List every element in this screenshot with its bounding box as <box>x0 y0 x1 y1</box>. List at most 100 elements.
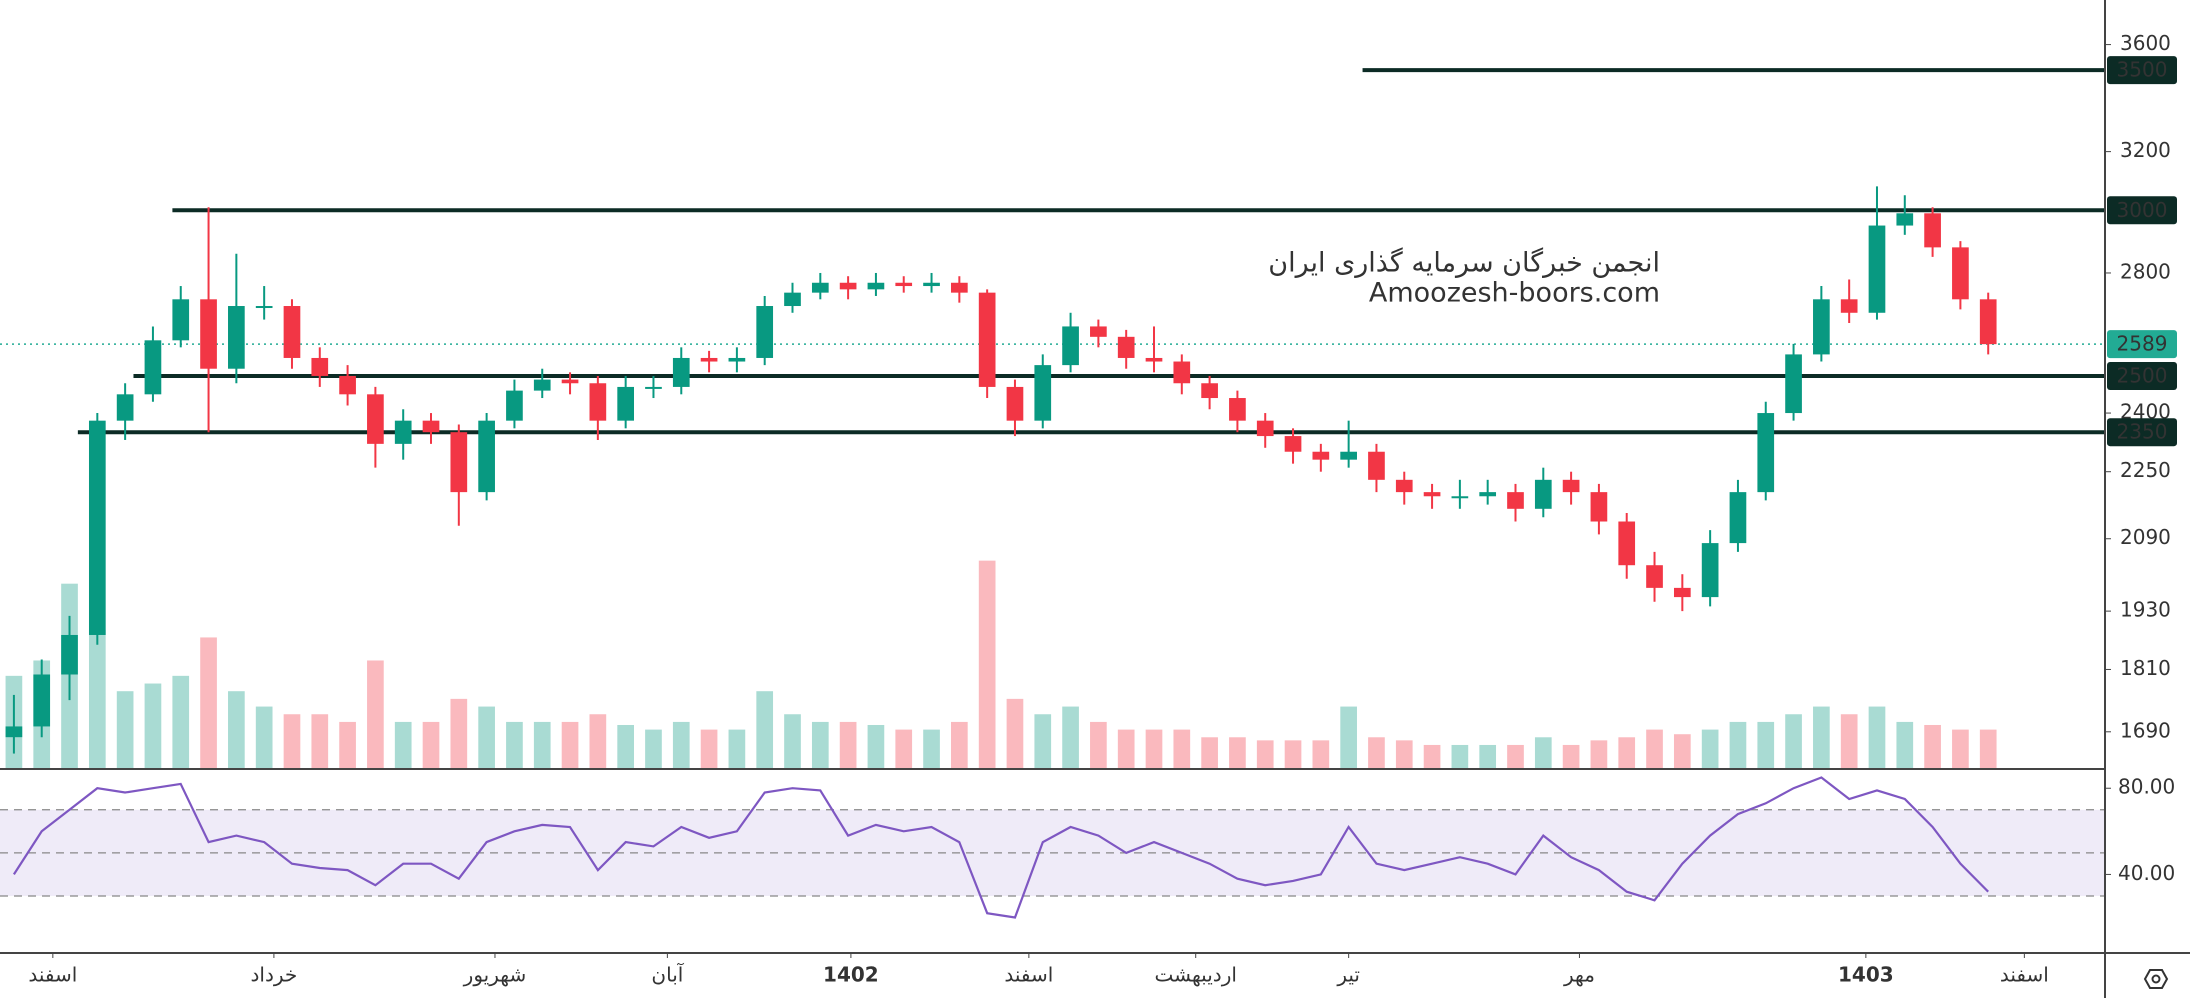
volume-bar <box>1229 737 1246 768</box>
volume-bar <box>1117 729 1135 768</box>
candle-body <box>1952 247 1969 300</box>
candle-body <box>951 282 968 293</box>
price-badge <box>2107 196 2177 225</box>
volume-bar <box>1785 714 1802 768</box>
volume-bar <box>1952 729 1969 768</box>
x-tick-label: اسفند <box>1004 963 1053 987</box>
candle-body <box>895 282 913 287</box>
volume-bar <box>1646 729 1663 768</box>
x-tick-label: شهریور <box>463 963 527 987</box>
y-tick-label: 2090 <box>2120 525 2171 549</box>
candle-body <box>394 420 412 444</box>
candle-body <box>1006 386 1024 421</box>
volume-bar <box>1813 706 1830 768</box>
x-tick-label: اردیبهشت <box>1154 963 1236 987</box>
volume-bar <box>478 706 495 768</box>
y-tick-label: 1930 <box>2120 598 2171 622</box>
y-tick-label: 2250 <box>2120 458 2171 482</box>
price-badge <box>2107 330 2177 359</box>
settings-icon[interactable] <box>2143 969 2169 989</box>
candle-body <box>339 375 356 395</box>
candle-body <box>422 420 440 433</box>
candle-body <box>1173 361 1191 384</box>
volume-bar <box>1395 740 1413 768</box>
y-tick-label: 3200 <box>2120 138 2171 162</box>
x-tick-label: اسفند <box>2000 963 2049 987</box>
volume-bar <box>756 691 774 768</box>
candle-body <box>978 292 996 387</box>
candle-body <box>1479 492 1497 497</box>
volume-bar <box>1701 729 1719 768</box>
x-tick-label: اسفند <box>28 963 77 987</box>
volume-bar <box>533 721 551 768</box>
candle-body <box>756 306 774 358</box>
volume-bar <box>1479 744 1497 768</box>
candle-body <box>784 292 801 307</box>
volume-bar <box>1868 706 1886 768</box>
volume-bar <box>978 560 996 768</box>
price-badge-label: 2589 <box>2117 332 2168 356</box>
candle-body <box>672 357 690 387</box>
y-tick-label: 1690 <box>2120 718 2171 742</box>
price-badge-label: 3500 <box>2117 58 2168 82</box>
volume-bar <box>1729 721 1747 768</box>
candle-body <box>88 420 106 635</box>
candle-body <box>1368 451 1385 480</box>
volume-bar <box>1451 744 1469 768</box>
candle-body <box>867 282 885 290</box>
candle-body <box>1062 326 1079 366</box>
price-badge <box>2107 56 2177 85</box>
rsi-y-tick-label: 40.00 <box>2118 861 2175 885</box>
volume-bar <box>672 721 690 768</box>
rsi-line <box>12 776 1989 919</box>
volume-bar <box>1562 744 1580 768</box>
candle-body <box>1840 299 1858 313</box>
volume-bar <box>561 721 579 768</box>
volume-bar <box>617 724 635 768</box>
settings-icon-center[interactable] <box>2151 974 2161 984</box>
volume-bar <box>1006 698 1024 768</box>
volume-bar <box>450 698 468 768</box>
volume-bar <box>283 714 301 768</box>
candle-body <box>1312 451 1330 460</box>
volume-bar <box>923 729 940 768</box>
candle-body <box>1562 479 1580 493</box>
volume-bar <box>1896 721 1914 768</box>
candle-body <box>1534 479 1552 509</box>
x-tick-label: تیر <box>1336 963 1360 987</box>
candle-body <box>1201 383 1218 399</box>
volume-bar <box>1201 737 1218 768</box>
candle-body <box>839 282 857 290</box>
candle-body <box>1145 357 1163 362</box>
candle-body <box>1451 496 1469 499</box>
volume-bar <box>1368 737 1385 768</box>
volume-bar <box>1924 724 1941 768</box>
candle-body <box>1395 479 1413 493</box>
volume-bar <box>228 691 245 768</box>
x-tick-label: آبان <box>651 962 684 987</box>
volume-bar <box>200 637 217 768</box>
volume-bar <box>1618 737 1636 768</box>
candle-body <box>255 306 273 309</box>
candle-body <box>1673 587 1691 598</box>
candle-body <box>5 726 23 738</box>
volume-bar <box>1062 706 1079 768</box>
price-badge <box>2107 418 2177 447</box>
candle-body <box>1590 492 1608 522</box>
candle-body <box>1701 543 1719 598</box>
volume-bar <box>1534 737 1552 768</box>
candle-body <box>645 386 662 389</box>
candle-body <box>367 394 384 444</box>
y-tick-label: 3600 <box>2120 31 2171 55</box>
x-tick-label: 1403 <box>1838 963 1894 987</box>
volume-bar <box>1145 729 1163 768</box>
volume-bar <box>839 721 857 768</box>
settings-button[interactable] <box>2143 969 2169 989</box>
volume-bar <box>339 721 356 768</box>
volume-bar <box>311 714 329 768</box>
candle-body <box>228 306 245 369</box>
candle-body <box>1618 521 1636 566</box>
